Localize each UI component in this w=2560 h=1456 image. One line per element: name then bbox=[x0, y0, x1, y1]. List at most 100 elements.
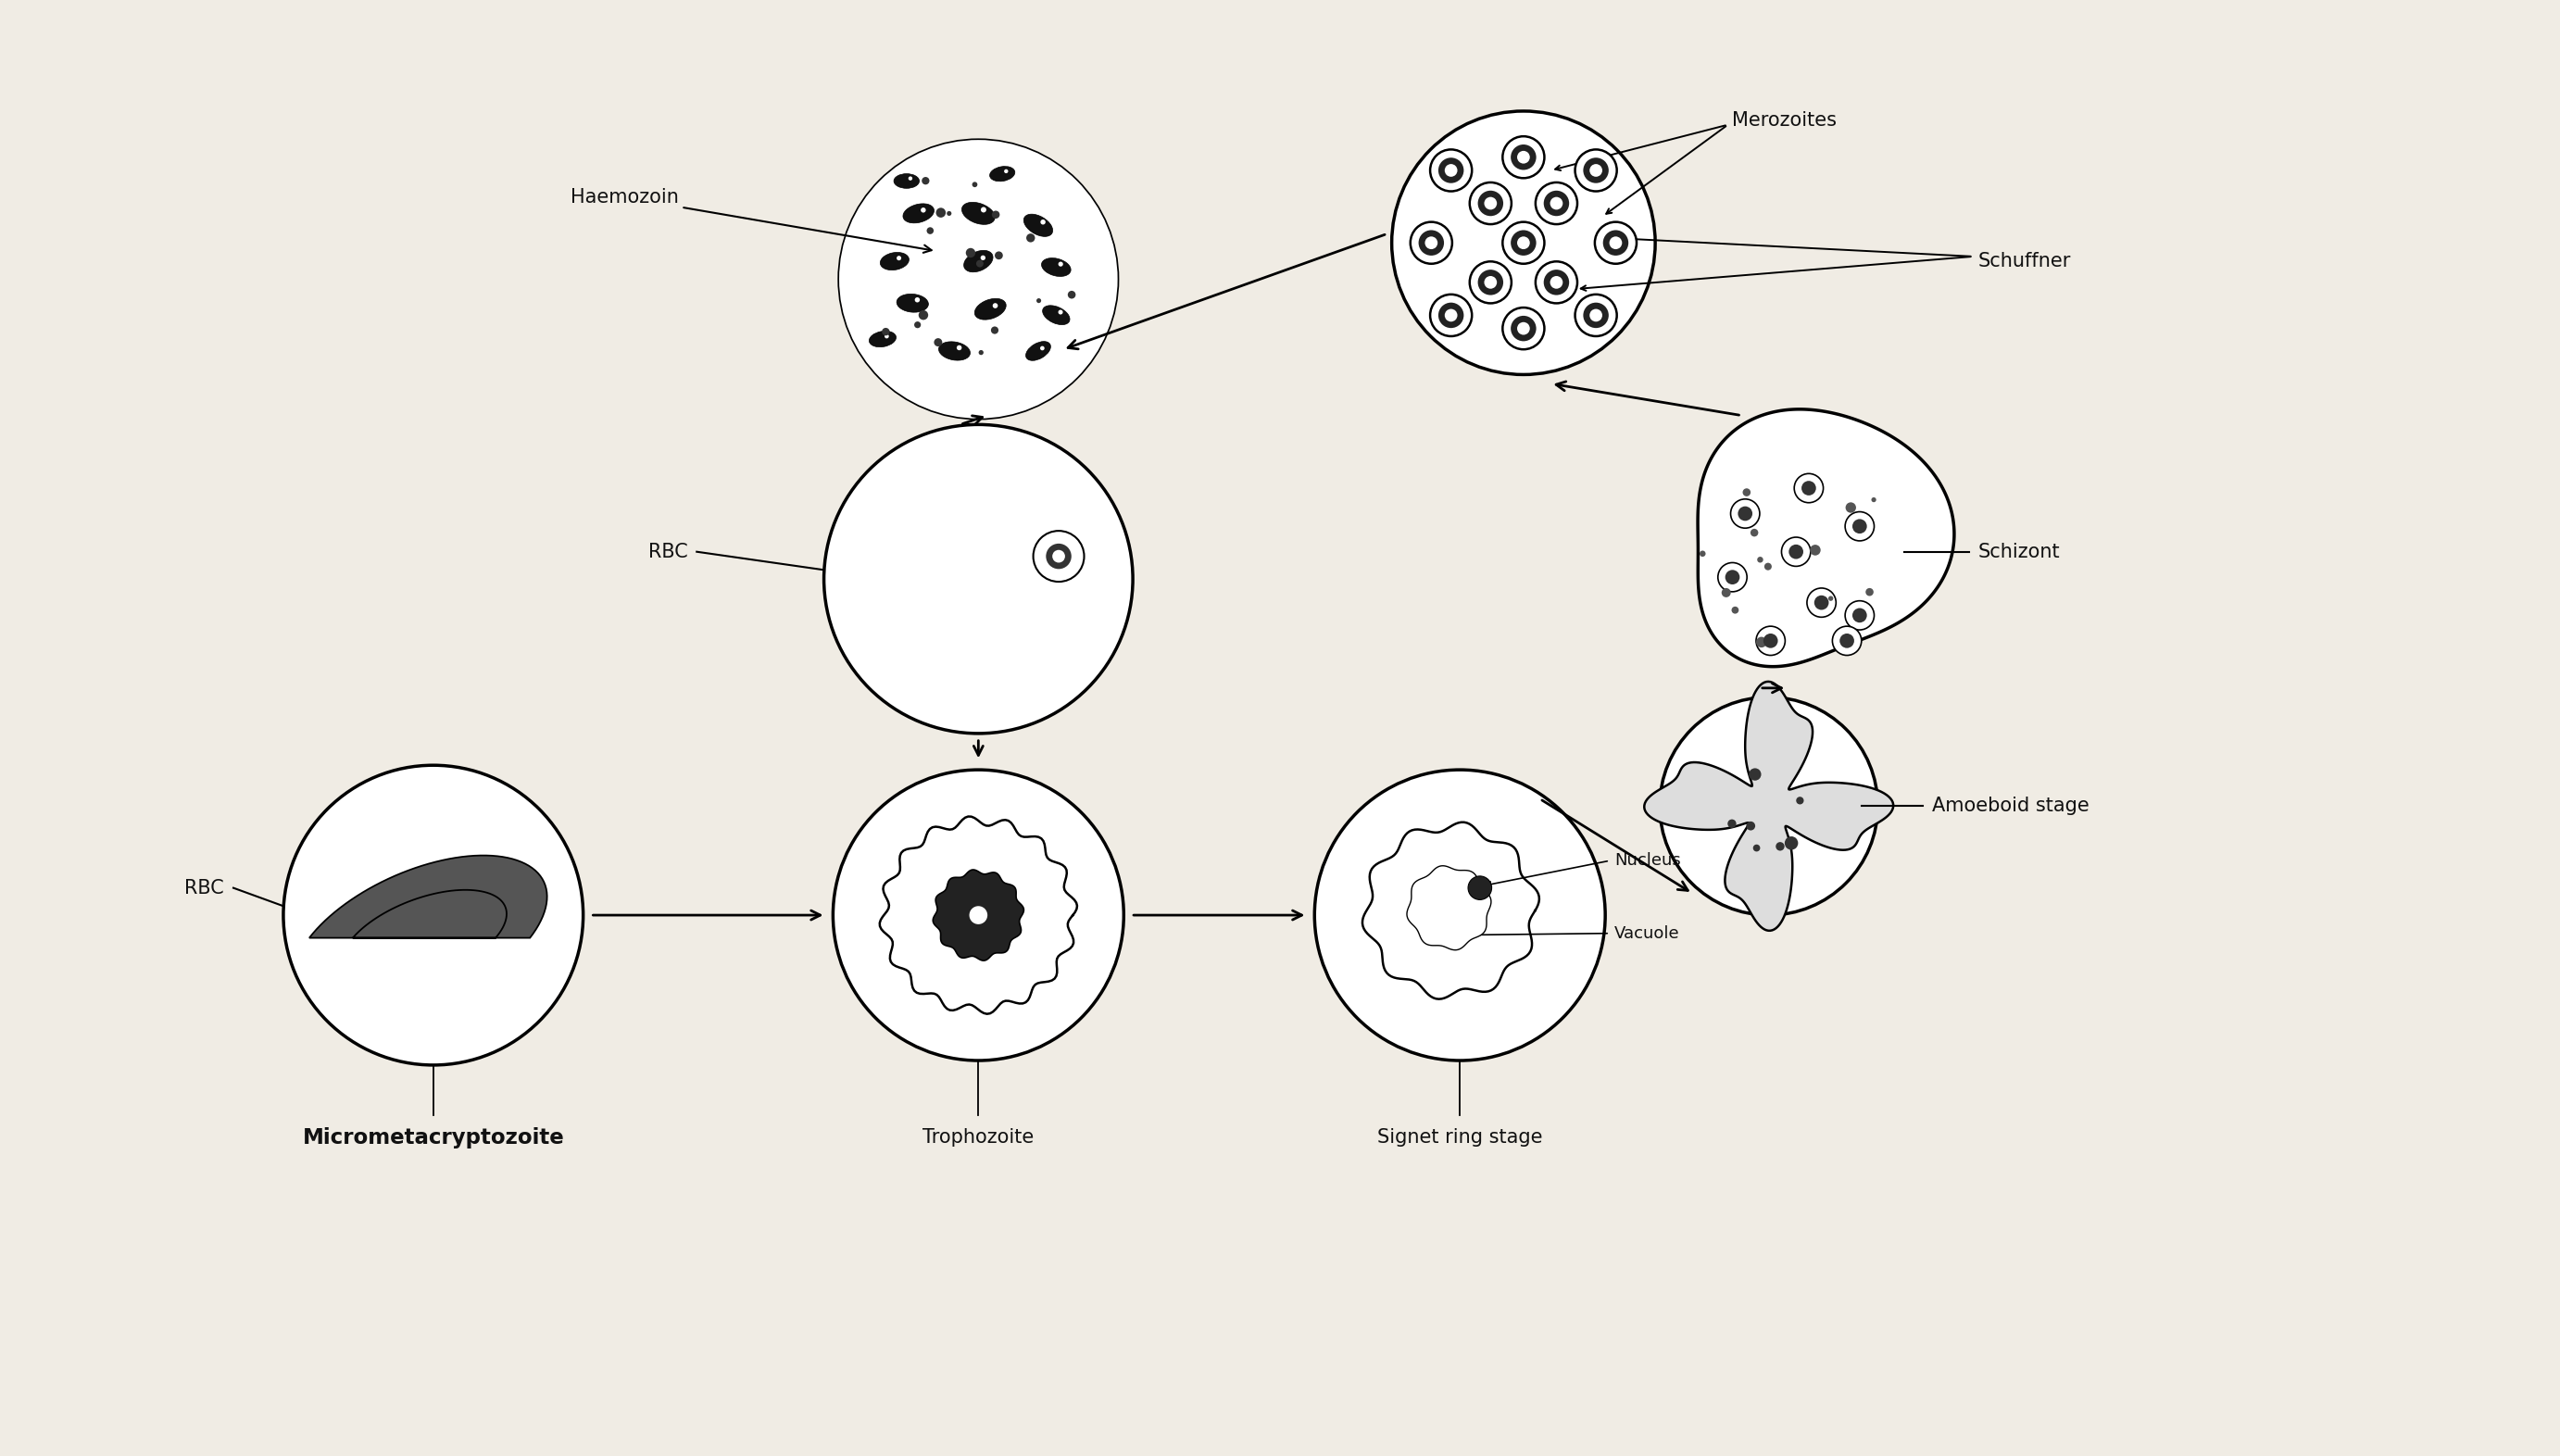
Polygon shape bbox=[932, 869, 1024, 961]
Circle shape bbox=[1720, 588, 1731, 597]
Circle shape bbox=[1027, 233, 1034, 242]
Polygon shape bbox=[1644, 681, 1894, 930]
Circle shape bbox=[1841, 633, 1853, 648]
Circle shape bbox=[1807, 588, 1836, 617]
Ellipse shape bbox=[1027, 342, 1050, 361]
Circle shape bbox=[1544, 269, 1569, 296]
Circle shape bbox=[1853, 518, 1866, 533]
Text: Signet ring stage: Signet ring stage bbox=[1377, 1128, 1544, 1147]
Text: RBC: RBC bbox=[648, 543, 689, 561]
Circle shape bbox=[980, 255, 986, 261]
Circle shape bbox=[1590, 165, 1603, 176]
Circle shape bbox=[1802, 480, 1815, 495]
Circle shape bbox=[1467, 877, 1492, 900]
Polygon shape bbox=[1697, 409, 1953, 667]
Ellipse shape bbox=[940, 342, 970, 361]
Text: Vacuole: Vacuole bbox=[1615, 925, 1679, 942]
Circle shape bbox=[837, 138, 1119, 419]
Circle shape bbox=[970, 906, 988, 925]
Circle shape bbox=[1503, 307, 1544, 349]
Circle shape bbox=[1477, 191, 1503, 215]
Circle shape bbox=[1828, 596, 1833, 601]
Circle shape bbox=[1782, 537, 1810, 566]
Circle shape bbox=[1795, 473, 1823, 502]
Circle shape bbox=[1039, 347, 1044, 351]
Circle shape bbox=[1731, 499, 1759, 529]
Circle shape bbox=[947, 211, 952, 215]
Circle shape bbox=[1789, 545, 1802, 559]
Text: Schizont: Schizont bbox=[1979, 543, 2061, 561]
Circle shape bbox=[1754, 844, 1761, 852]
Circle shape bbox=[1718, 562, 1746, 591]
Circle shape bbox=[1518, 236, 1531, 249]
Text: RBC: RBC bbox=[184, 878, 225, 897]
Polygon shape bbox=[310, 856, 548, 938]
Circle shape bbox=[881, 328, 891, 335]
Circle shape bbox=[1751, 529, 1759, 537]
Circle shape bbox=[1595, 221, 1636, 264]
Text: Micrometacryptozoite: Micrometacryptozoite bbox=[302, 1127, 563, 1149]
Circle shape bbox=[1725, 569, 1741, 584]
Circle shape bbox=[284, 766, 584, 1066]
Circle shape bbox=[1853, 609, 1866, 623]
Circle shape bbox=[1777, 842, 1784, 850]
Circle shape bbox=[996, 252, 1004, 259]
Circle shape bbox=[1846, 511, 1874, 540]
Circle shape bbox=[1659, 697, 1879, 916]
Ellipse shape bbox=[963, 250, 993, 272]
Circle shape bbox=[914, 322, 922, 328]
Circle shape bbox=[1444, 309, 1457, 322]
Circle shape bbox=[973, 182, 978, 188]
Circle shape bbox=[824, 425, 1134, 734]
Circle shape bbox=[1068, 291, 1075, 298]
Circle shape bbox=[1549, 277, 1562, 288]
Circle shape bbox=[1610, 236, 1623, 249]
Circle shape bbox=[1846, 502, 1856, 513]
Circle shape bbox=[1549, 197, 1562, 210]
Circle shape bbox=[1784, 836, 1797, 850]
Circle shape bbox=[922, 208, 927, 213]
Circle shape bbox=[991, 326, 998, 333]
Circle shape bbox=[1469, 262, 1510, 303]
Polygon shape bbox=[1408, 866, 1490, 949]
Circle shape bbox=[1052, 550, 1065, 562]
Circle shape bbox=[978, 349, 983, 355]
Circle shape bbox=[1485, 277, 1498, 288]
Circle shape bbox=[922, 178, 929, 185]
Circle shape bbox=[1469, 182, 1510, 224]
Circle shape bbox=[1034, 531, 1083, 582]
Circle shape bbox=[1748, 769, 1761, 780]
Circle shape bbox=[1510, 144, 1536, 170]
Circle shape bbox=[957, 345, 963, 351]
Ellipse shape bbox=[881, 252, 909, 271]
Circle shape bbox=[919, 310, 929, 320]
Circle shape bbox=[1418, 230, 1444, 256]
Circle shape bbox=[1439, 303, 1464, 328]
Circle shape bbox=[1518, 322, 1531, 335]
Ellipse shape bbox=[896, 294, 929, 312]
Circle shape bbox=[1574, 150, 1618, 191]
Circle shape bbox=[980, 207, 986, 213]
Ellipse shape bbox=[904, 204, 934, 223]
Circle shape bbox=[1815, 596, 1828, 610]
Circle shape bbox=[1746, 821, 1756, 830]
Circle shape bbox=[909, 176, 911, 181]
Circle shape bbox=[1871, 498, 1876, 502]
Circle shape bbox=[1503, 221, 1544, 264]
Circle shape bbox=[1582, 157, 1608, 183]
Circle shape bbox=[1756, 556, 1764, 562]
Circle shape bbox=[1574, 294, 1618, 336]
Text: Trophozoite: Trophozoite bbox=[922, 1128, 1034, 1147]
Circle shape bbox=[1536, 262, 1577, 303]
Circle shape bbox=[832, 770, 1124, 1060]
Ellipse shape bbox=[1042, 306, 1070, 325]
Circle shape bbox=[1756, 636, 1766, 648]
Ellipse shape bbox=[991, 166, 1014, 182]
Circle shape bbox=[896, 256, 901, 261]
Circle shape bbox=[914, 297, 919, 303]
Ellipse shape bbox=[963, 202, 996, 224]
Circle shape bbox=[1544, 191, 1569, 215]
Circle shape bbox=[1536, 182, 1577, 224]
Circle shape bbox=[975, 261, 983, 268]
Circle shape bbox=[1004, 169, 1009, 173]
